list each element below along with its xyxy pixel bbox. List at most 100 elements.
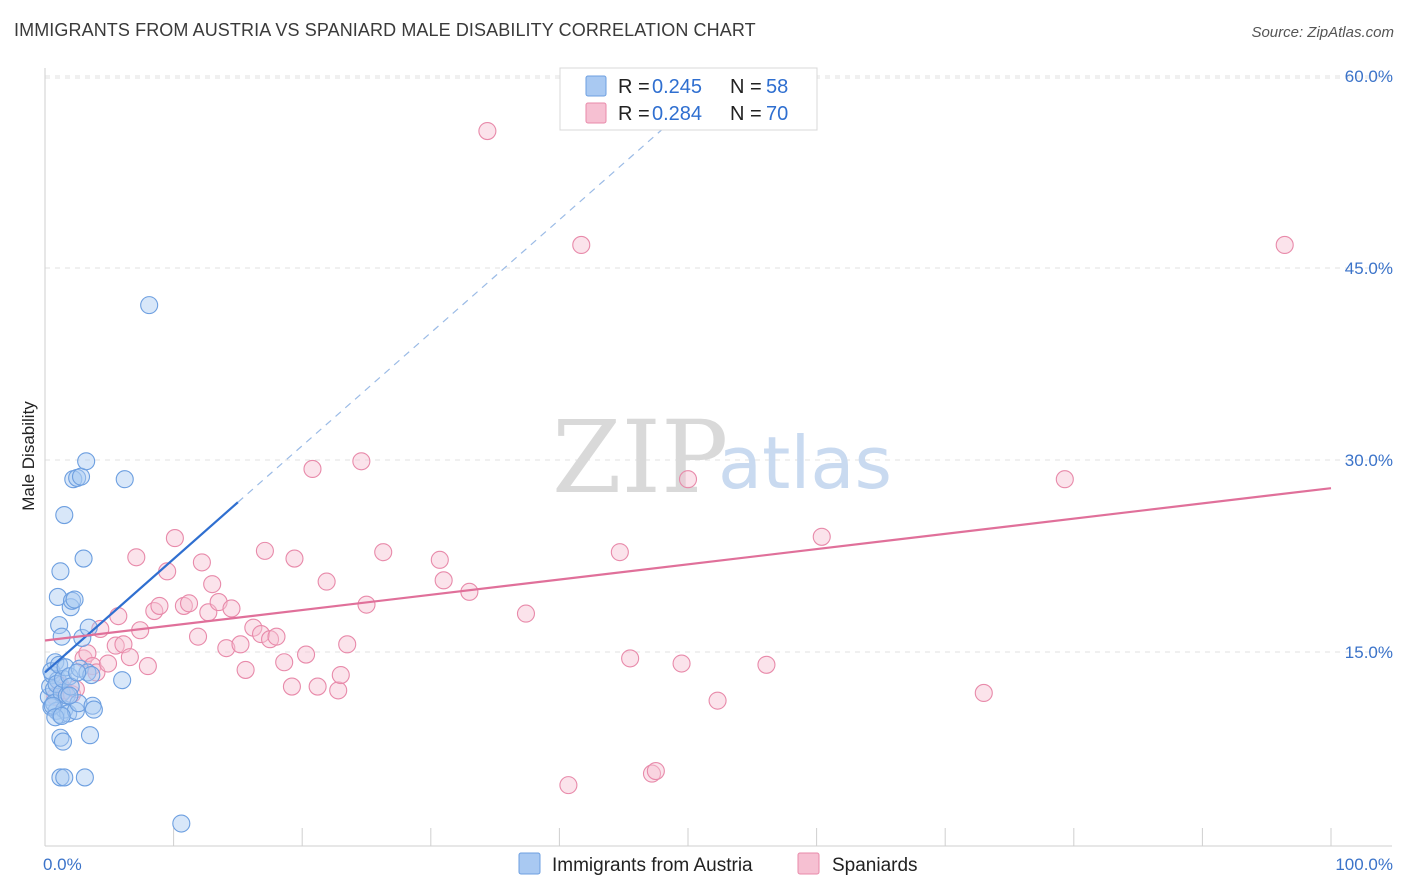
spaniard-point-65	[757, 655, 776, 674]
spaniard-point-47	[338, 635, 357, 654]
austria-point-22	[55, 505, 74, 525]
austria-trend-line	[44, 501, 239, 674]
spaniard-point-58	[610, 543, 629, 562]
spaniard-point-38	[275, 653, 294, 672]
grid-lines	[45, 75, 1392, 653]
spaniard-point-55	[516, 604, 536, 623]
spaniard-point-18	[145, 601, 164, 621]
spaniard-point-48	[352, 452, 371, 471]
spaniard-point-32	[236, 660, 255, 679]
spaniard-point-15	[127, 548, 146, 567]
bottom-legend: Immigrants from Austria Spaniards	[518, 852, 918, 876]
y-tick-label-3: 60.0%	[1345, 67, 1393, 86]
x-tick-label-1: 100.0%	[1335, 855, 1393, 874]
spaniard-point-12	[109, 607, 128, 626]
source-label: Source: ZipAtlas.com	[1251, 24, 1394, 41]
austria-point-53	[68, 663, 87, 682]
spaniard-point-35	[255, 541, 274, 560]
spaniard-point-42	[303, 459, 322, 479]
trend-lines	[44, 106, 1332, 674]
spaniard-point-49	[357, 595, 376, 614]
spaniard-point-52	[434, 571, 453, 590]
spaniard-point-51	[430, 550, 449, 569]
austria-point-54	[43, 696, 62, 715]
legend-n-value-austria: 58	[766, 76, 788, 98]
bottom-legend-label-spaniards: Spaniards	[832, 855, 918, 876]
austria-point-42	[80, 726, 100, 745]
spaniard-point-25	[192, 553, 211, 572]
y-tick-label-0: 15.0%	[1345, 643, 1393, 662]
austria-point-43	[82, 665, 101, 685]
spaniard-point-43	[308, 677, 327, 696]
austria-point-55	[46, 708, 65, 727]
spaniard-point-29	[217, 639, 236, 658]
watermark-zip: ZIP	[552, 399, 728, 516]
austria-point-38	[75, 768, 94, 787]
spaniard-point-40	[285, 549, 304, 568]
spaniard-point-19	[150, 596, 169, 615]
bottom-legend-swatch-spaniards	[797, 852, 820, 875]
austria-point-46	[115, 470, 134, 489]
spaniard-point-46	[331, 665, 350, 685]
austria-point-57	[60, 686, 79, 705]
spaniard-point-41	[297, 645, 316, 664]
spaniard-point-22	[174, 596, 193, 615]
austria-point-51	[55, 768, 74, 787]
spaniard-point-44	[317, 572, 336, 591]
y-tick-label-2: 45.0%	[1345, 259, 1393, 278]
watermark: ZIP atlas	[552, 399, 892, 516]
y-axis-label: Male Disability	[19, 401, 38, 511]
legend-n-value-spaniards: 70	[766, 103, 788, 125]
austria-point-37	[74, 549, 93, 568]
spaniard-point-63	[678, 470, 698, 489]
series-austria-points	[39, 296, 191, 833]
chart-title: IMMIGRANTS FROM AUSTRIA VS SPANIARD MALE…	[14, 20, 756, 40]
x-ticks	[44, 828, 1332, 846]
spaniard-point-54	[478, 121, 497, 141]
bottom-legend-label-austria: Immigrants from Austria	[552, 855, 753, 876]
watermark-atlas: atlas	[718, 421, 892, 505]
axes	[44, 68, 1392, 847]
austria-point-18	[51, 562, 70, 581]
legend: R = 0.245 N = 58 R = 0.284 N = 70	[559, 67, 818, 131]
legend-r-value-austria: 0.245	[652, 76, 702, 98]
spaniard-point-45	[329, 681, 348, 700]
spaniard-point-39	[282, 677, 301, 696]
austria-point-56	[52, 706, 71, 726]
spaniard-point-23	[179, 594, 199, 613]
austria-point-45	[84, 700, 103, 719]
austria-point-35	[71, 467, 91, 486]
austria-point-17	[50, 616, 69, 635]
austria-point-20	[52, 627, 71, 646]
x-tick-label-0: 0.0%	[43, 855, 82, 874]
legend-r-label-spaniards: R =	[618, 103, 650, 125]
spaniard-point-14	[120, 648, 139, 667]
spaniard-point-34	[251, 625, 271, 644]
legend-n-label-spaniards: N =	[730, 103, 762, 125]
spaniard-point-11	[106, 636, 125, 655]
austria-point-49	[172, 814, 191, 833]
austria-point-23	[56, 658, 75, 677]
spaniard-point-27	[203, 575, 222, 594]
spaniard-point-61	[646, 761, 665, 781]
spaniard-point-30	[222, 599, 241, 618]
legend-swatch-spaniards	[585, 102, 607, 124]
spaniard-point-56	[559, 776, 578, 795]
spaniard-point-62	[672, 654, 691, 673]
spaniard-point-57	[572, 235, 591, 255]
austria-point-47	[113, 671, 132, 690]
spaniard-point-67	[974, 683, 993, 703]
austria-point-50	[51, 768, 70, 787]
spaniard-point-50	[374, 543, 393, 562]
y-tick-label-1: 30.0%	[1345, 451, 1393, 470]
spaniard-point-24	[188, 627, 208, 646]
spaniard-point-37	[267, 627, 286, 646]
austria-point-48	[140, 296, 159, 315]
legend-r-label-austria: R =	[618, 76, 650, 98]
legend-r-value-spaniards: 0.284	[652, 103, 702, 125]
austria-trend-extension	[237, 106, 689, 503]
austria-point-39	[77, 452, 96, 471]
spaniard-point-59	[621, 649, 640, 668]
spaniard-point-64	[708, 691, 727, 710]
spaniard-point-31	[231, 635, 250, 654]
